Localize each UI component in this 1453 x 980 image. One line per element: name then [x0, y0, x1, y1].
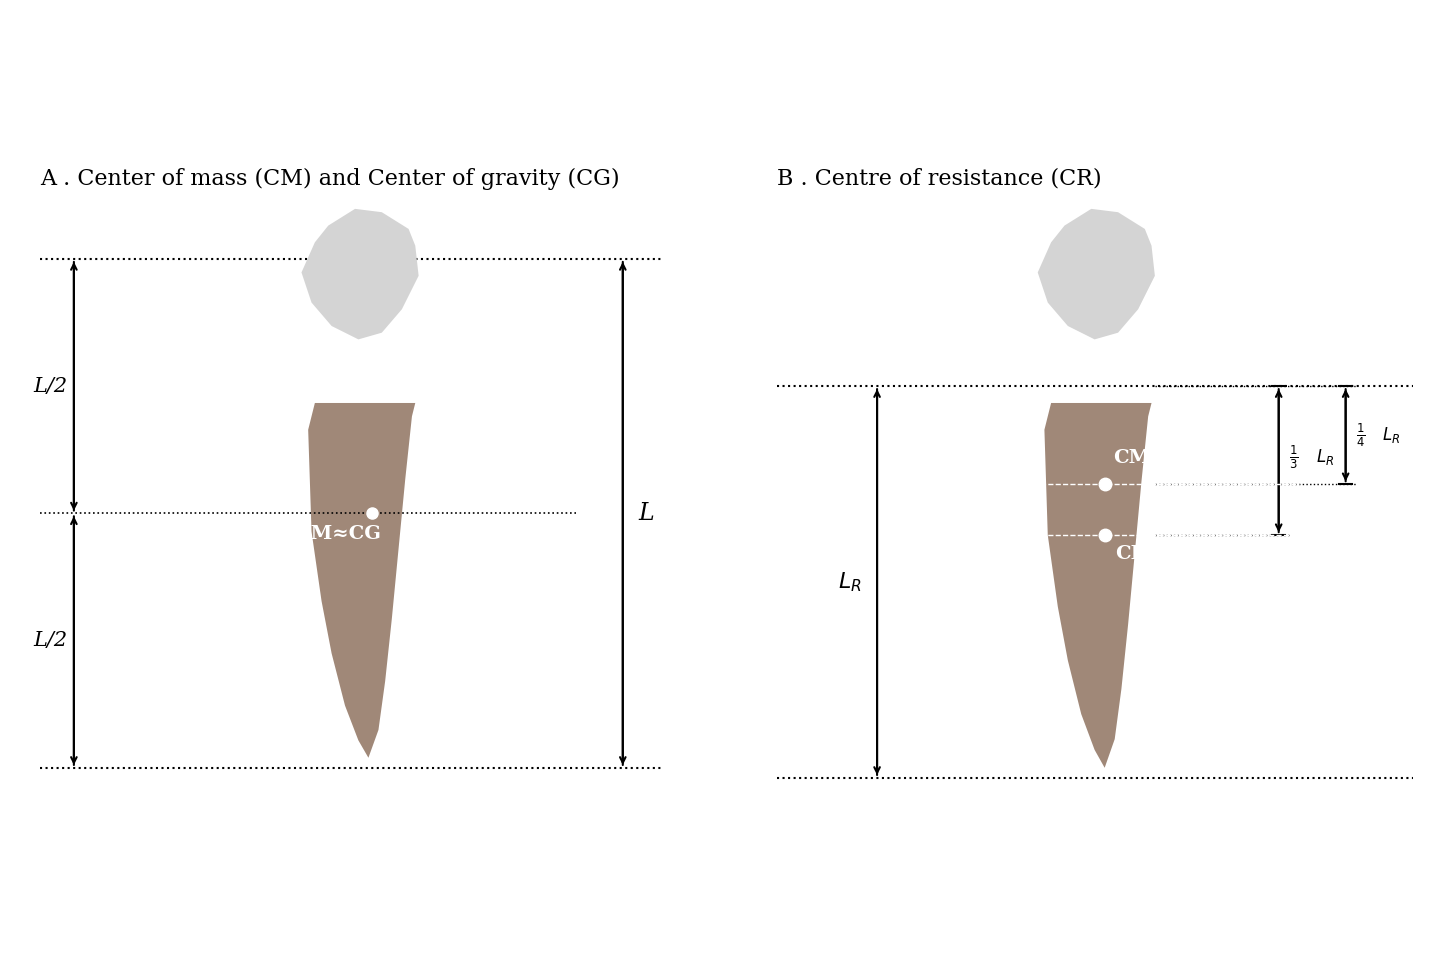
Text: L/2: L/2	[33, 376, 67, 396]
Text: CM: CM	[1113, 450, 1151, 467]
Text: $\frac{1}{4}$: $\frac{1}{4}$	[1356, 421, 1364, 449]
Text: L: L	[638, 502, 654, 525]
Text: L/2: L/2	[33, 631, 67, 650]
Polygon shape	[1045, 403, 1152, 767]
Text: CM≈CG: CM≈CG	[295, 524, 381, 543]
Text: $L_R$: $L_R$	[1382, 425, 1401, 445]
Polygon shape	[308, 403, 416, 758]
Text: CR: CR	[1116, 545, 1148, 563]
Text: A . Center of mass (CM) and Center of gravity (CG): A . Center of mass (CM) and Center of gr…	[41, 168, 620, 190]
Text: $L_R$: $L_R$	[838, 570, 862, 594]
Text: $\frac{1}{3}$: $\frac{1}{3}$	[1289, 444, 1298, 471]
Polygon shape	[301, 209, 418, 339]
Text: B . Centre of resistance (CR): B . Centre of resistance (CR)	[777, 168, 1101, 190]
Text: $L_R$: $L_R$	[1315, 447, 1334, 467]
Polygon shape	[1037, 209, 1155, 339]
